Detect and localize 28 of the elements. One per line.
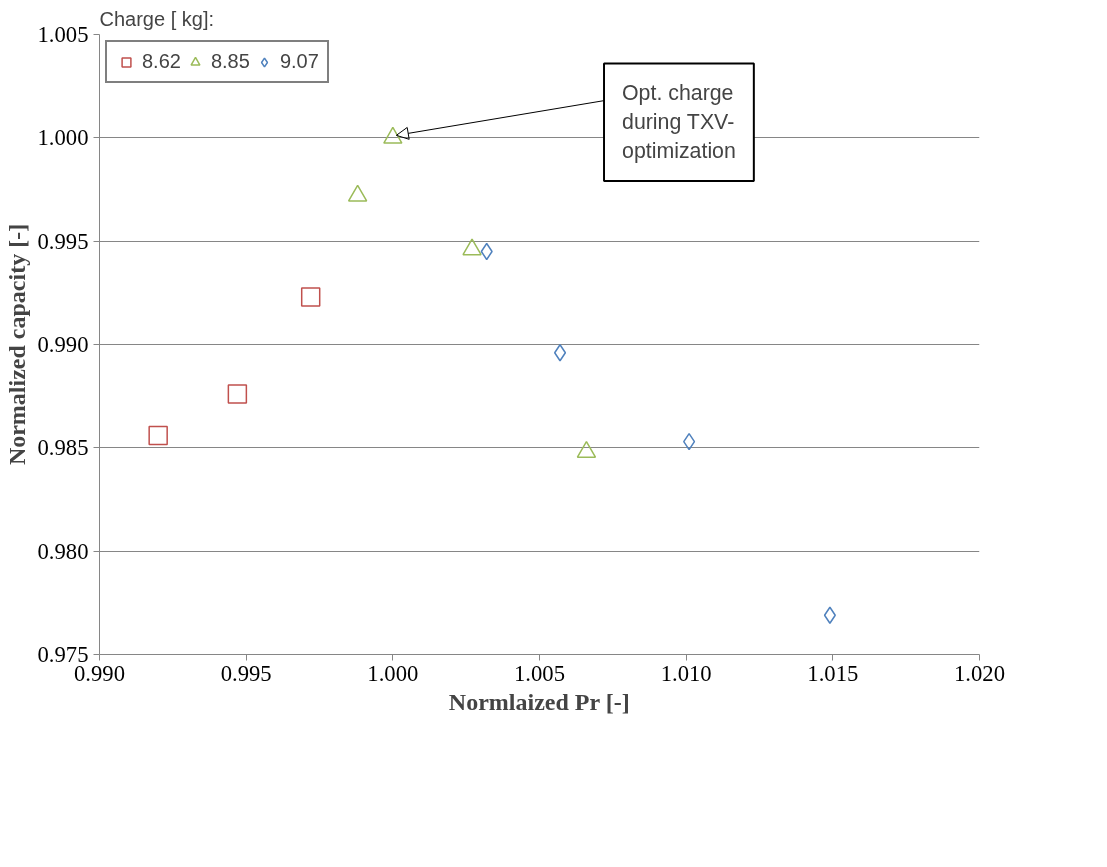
x-tick-label: 1.005 xyxy=(514,660,565,686)
legend-label: 8.62 xyxy=(142,50,181,73)
point xyxy=(347,184,368,202)
annotation: Opt. charge during TXV- optimization xyxy=(622,81,736,164)
y-tick-label: 0.995 xyxy=(37,228,89,254)
y-axis-title: Normalized capacity [-] xyxy=(3,223,30,466)
x-tick-label: 1.020 xyxy=(954,660,1005,686)
point xyxy=(227,384,248,404)
x-tick-label: 1.015 xyxy=(807,660,859,686)
legend-label: 8.85 xyxy=(210,50,250,73)
point xyxy=(462,238,482,256)
point xyxy=(300,287,321,307)
x-tick-label: 1.010 xyxy=(660,660,712,686)
y-tick-label: 0.980 xyxy=(37,538,89,564)
x-axis-title: Normlaized Pr [-] xyxy=(448,688,630,715)
y-tick-label: 1.005 xyxy=(37,22,89,47)
y-tick-label: 0.985 xyxy=(37,435,89,461)
legend-label: 9.07 xyxy=(279,50,319,73)
legend-title: Charge [ kg]: xyxy=(99,7,215,30)
point xyxy=(553,344,567,362)
point xyxy=(148,425,168,446)
point xyxy=(383,126,403,144)
x-tick-label: 0.995 xyxy=(220,660,272,686)
y-tick-label: 0.975 xyxy=(37,642,89,667)
point xyxy=(823,606,836,624)
x-tick-label: 1.000 xyxy=(367,660,419,686)
y-tick-label: 0.990 xyxy=(37,332,89,357)
y-tick-label: 1.000 xyxy=(37,125,89,151)
